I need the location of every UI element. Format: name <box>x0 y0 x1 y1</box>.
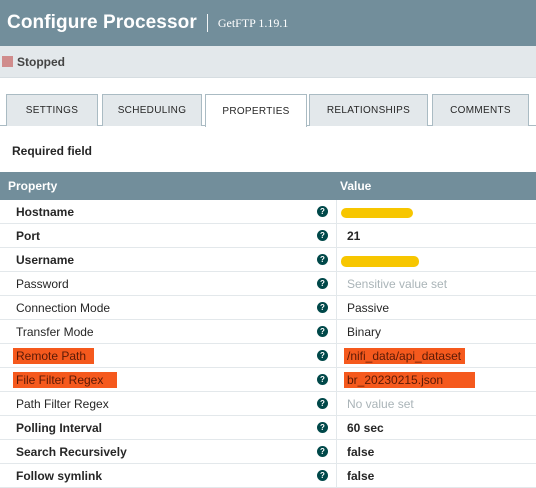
table-row: Connection Mode ? Passive <box>0 296 536 320</box>
property-name: Remote Path <box>13 348 95 364</box>
dialog-header: Configure Processor GetFTP 1.19.1 <box>0 0 536 46</box>
redaction-mark <box>341 256 419 267</box>
column-header-value[interactable]: Value <box>340 179 372 193</box>
info-icon[interactable]: ? <box>317 206 328 217</box>
property-value[interactable]: 21 <box>347 229 361 243</box>
property-name: Search Recursively <box>16 445 127 459</box>
status-label: Stopped <box>17 54 65 69</box>
tab-relationships[interactable]: RELATIONSHIPS <box>309 94 428 126</box>
table-row: Remote Path ? /nifi_data/api_dataset <box>0 344 536 368</box>
table-header: Property Value <box>0 172 536 200</box>
property-name: Transfer Mode <box>16 325 94 339</box>
redaction-mark <box>341 208 413 218</box>
info-icon[interactable]: ? <box>317 422 328 433</box>
property-name: Polling Interval <box>16 421 103 435</box>
table-row: Polling Interval ? 60 sec <box>0 416 536 440</box>
tab-scheduling[interactable]: SCHEDULING <box>102 94 202 126</box>
info-icon[interactable]: ? <box>317 350 328 361</box>
property-name: Follow symlink <box>16 469 103 483</box>
info-icon[interactable]: ? <box>317 326 328 337</box>
table-row: Username ? <box>0 248 536 272</box>
property-name: File Filter Regex <box>13 372 118 388</box>
tab-comments[interactable]: COMMENTS <box>432 94 529 126</box>
property-value[interactable]: Passive <box>347 301 390 315</box>
title-divider <box>206 14 208 32</box>
dialog-title: Configure Processor <box>7 12 197 33</box>
table-row: Transfer Mode ? Binary <box>0 320 536 344</box>
info-icon[interactable]: ? <box>317 470 328 481</box>
property-value[interactable]: false <box>347 445 375 459</box>
property-name: Password <box>16 277 69 291</box>
property-name: Port <box>16 229 40 243</box>
info-icon[interactable]: ? <box>317 302 328 313</box>
property-value[interactable]: No value set <box>347 397 414 411</box>
property-value[interactable]: Binary <box>347 325 382 339</box>
property-value[interactable]: Sensitive value set <box>347 277 448 291</box>
table-row: Path Filter Regex ? No value set <box>0 392 536 416</box>
property-name: Hostname <box>16 205 75 219</box>
table-row: Follow symlink ? false <box>0 464 536 488</box>
required-field-note: Required field <box>12 144 93 158</box>
tab-properties[interactable]: PROPERTIES <box>205 94 307 127</box>
table-row: Hostname ? <box>0 200 536 224</box>
info-icon[interactable]: ? <box>317 398 328 409</box>
property-value[interactable]: 60 sec <box>347 421 384 435</box>
tab-bar: SETTINGS SCHEDULING PROPERTIES RELATIONS… <box>0 78 536 127</box>
properties-table: Property Value Hostname ? Port ? 21 User… <box>0 172 536 488</box>
info-icon[interactable]: ? <box>317 254 328 265</box>
property-value[interactable]: br_20230215.json <box>344 372 476 388</box>
table-row: Search Recursively ? false <box>0 440 536 464</box>
column-header-property[interactable]: Property <box>8 179 58 193</box>
info-icon[interactable]: ? <box>317 374 328 385</box>
processor-type: GetFTP 1.19.1 <box>217 15 289 30</box>
property-value[interactable]: false <box>347 469 375 483</box>
info-icon[interactable]: ? <box>317 278 328 289</box>
property-name: Username <box>16 253 75 267</box>
table-row: File Filter Regex ? br_20230215.json <box>0 368 536 392</box>
property-value[interactable]: /nifi_data/api_dataset <box>344 348 466 364</box>
info-icon[interactable]: ? <box>317 446 328 457</box>
info-icon[interactable]: ? <box>317 230 328 241</box>
status-bar: Stopped <box>0 46 536 78</box>
stopped-icon <box>2 56 13 67</box>
table-row: Port ? 21 <box>0 224 536 248</box>
tab-settings[interactable]: SETTINGS <box>6 94 98 126</box>
property-name: Path Filter Regex <box>16 397 109 411</box>
table-row: Password ? Sensitive value set <box>0 272 536 296</box>
property-name: Connection Mode <box>16 301 111 315</box>
